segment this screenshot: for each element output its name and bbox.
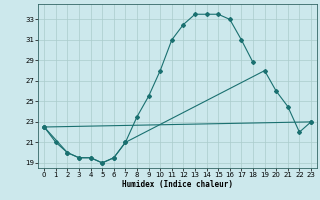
X-axis label: Humidex (Indice chaleur): Humidex (Indice chaleur) [122,180,233,189]
